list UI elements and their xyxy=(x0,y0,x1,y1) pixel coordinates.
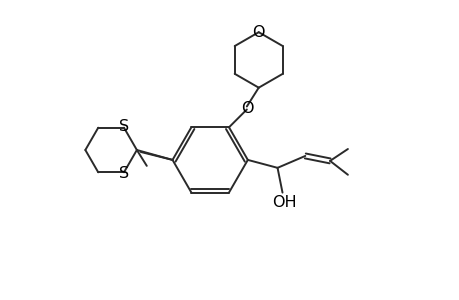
Text: OH: OH xyxy=(272,195,296,210)
Text: O: O xyxy=(252,25,264,40)
Text: O: O xyxy=(241,101,253,116)
Text: S: S xyxy=(119,166,129,181)
Text: S: S xyxy=(119,119,129,134)
